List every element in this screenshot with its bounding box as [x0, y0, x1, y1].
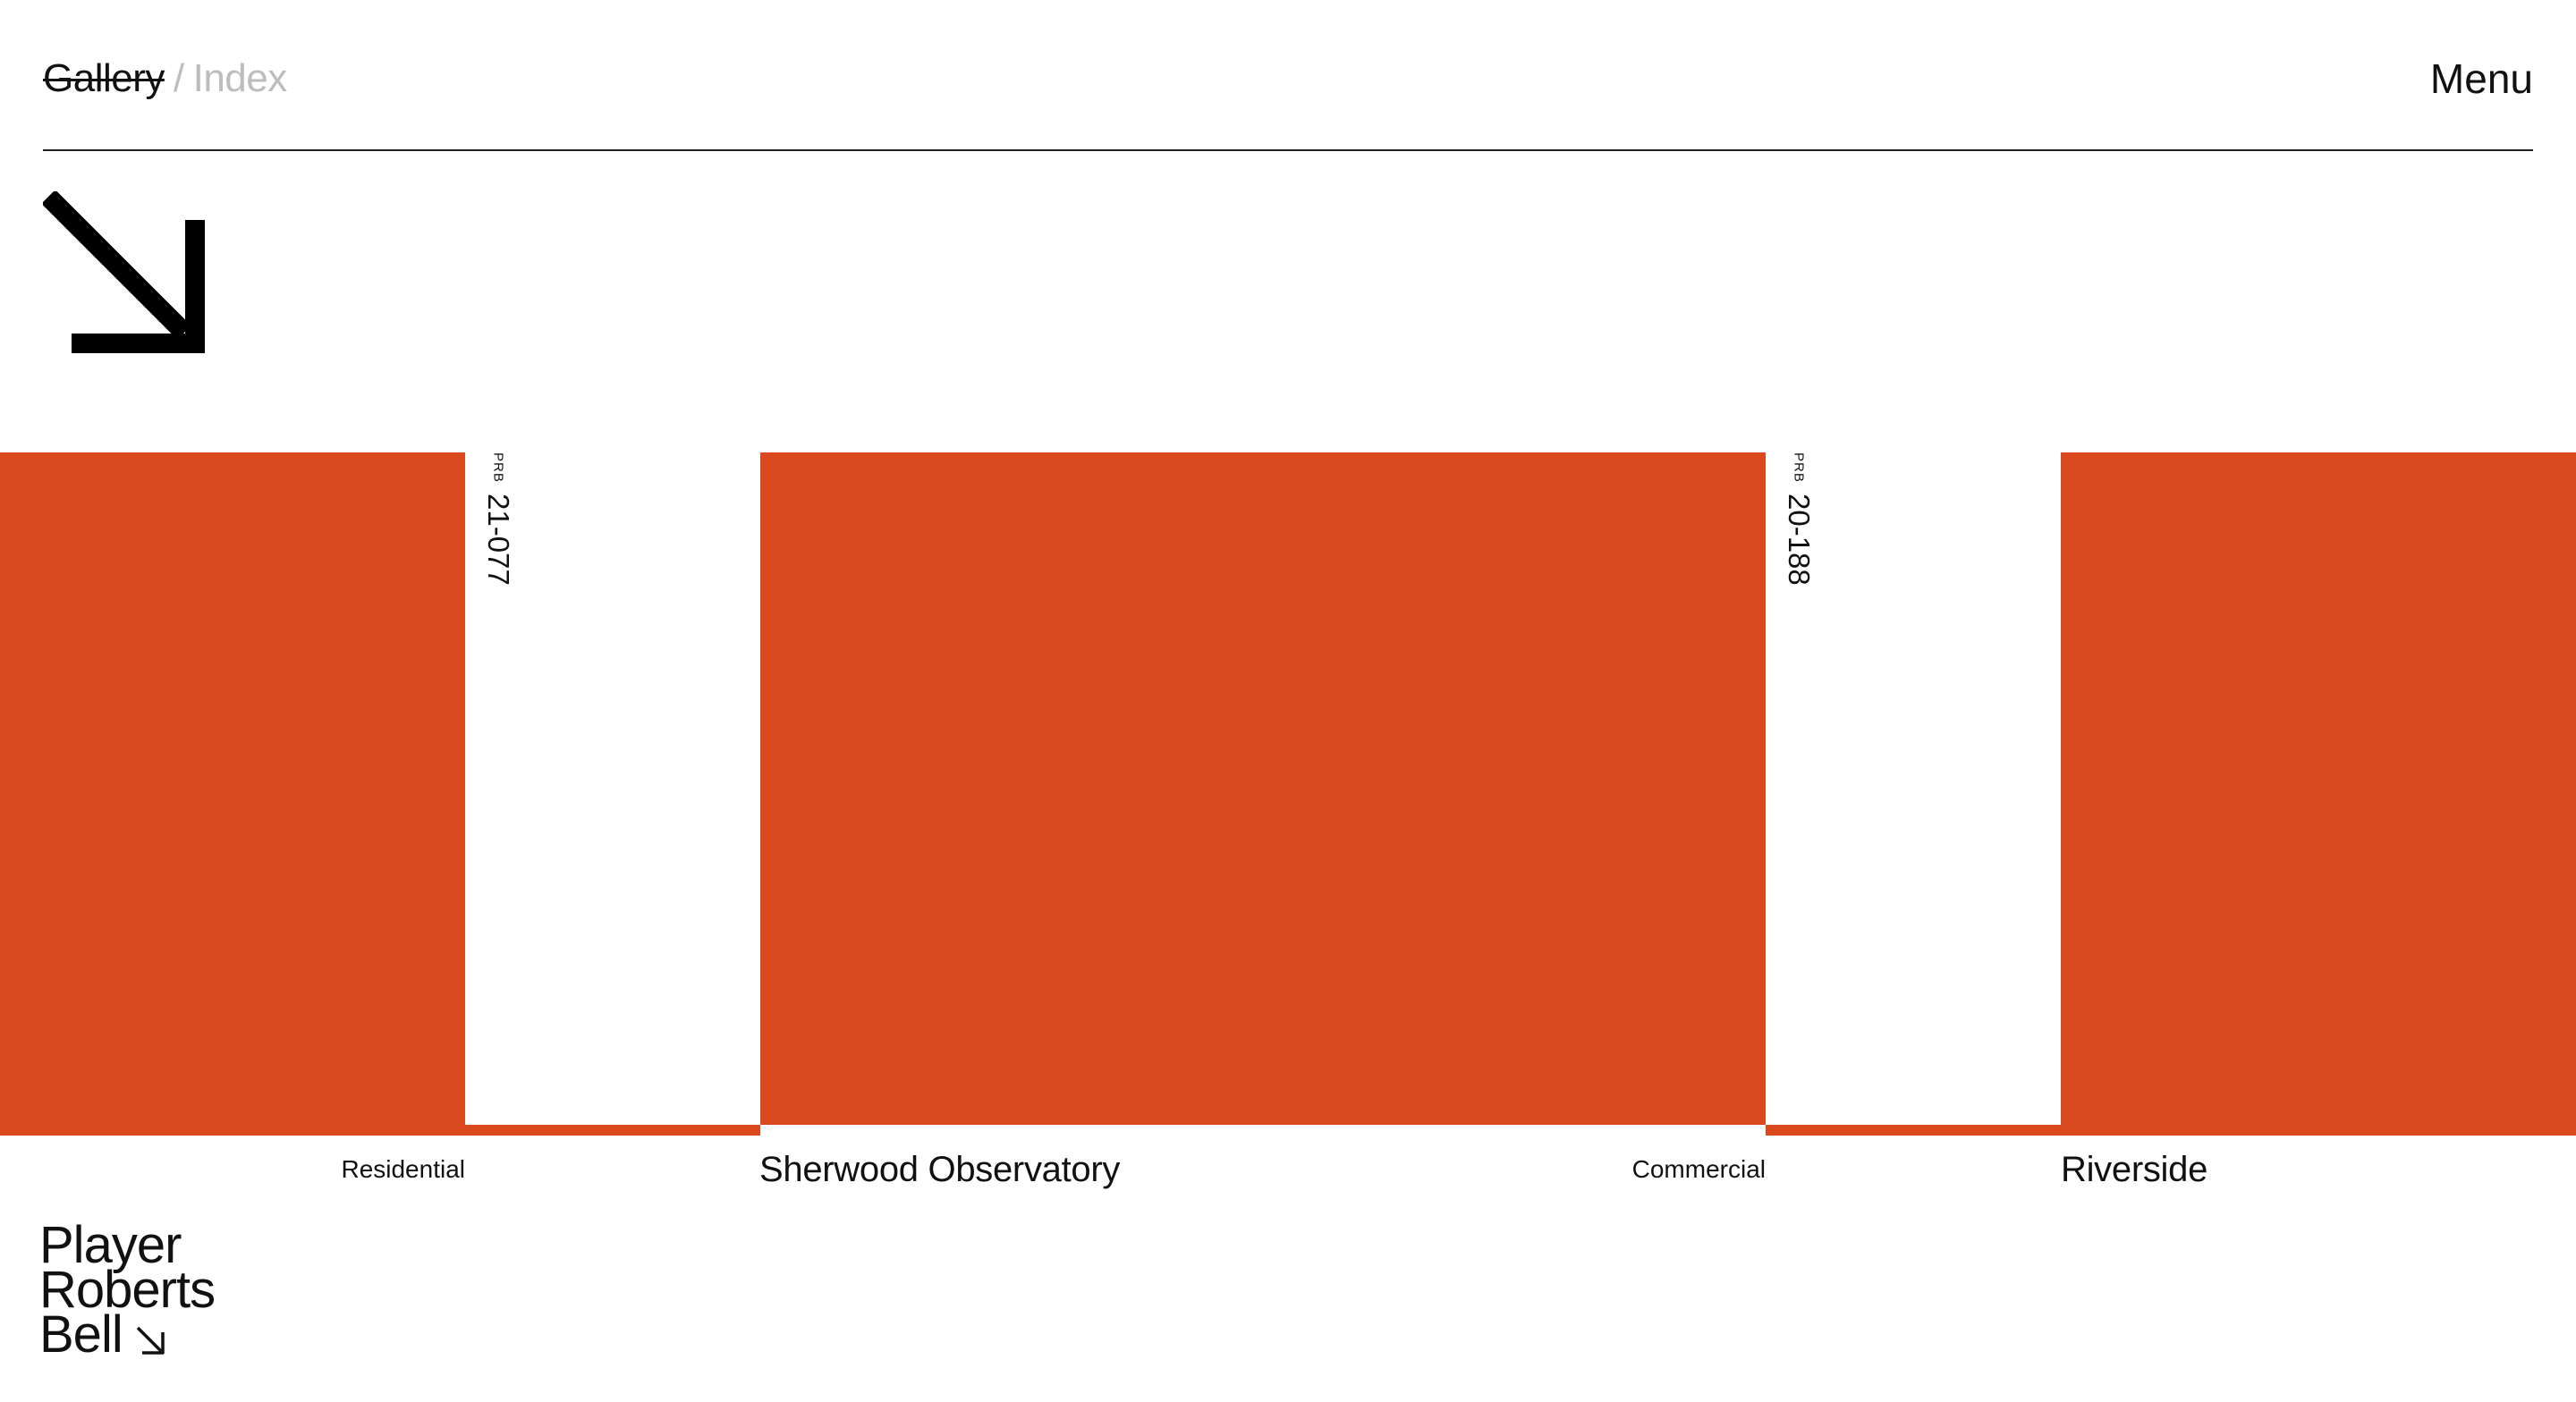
gallery-link[interactable]: Gallery [43, 56, 165, 100]
project-accent-strip [1766, 1125, 2061, 1136]
project-code-prefix: PRB [1791, 452, 1807, 483]
project-category: Commercial [1631, 1155, 1766, 1183]
project-code-number: 20-188 [1783, 493, 1816, 586]
header-divider [43, 149, 2533, 151]
arrow-down-right-icon [136, 1326, 165, 1355]
logo[interactable]: Player Roberts Bell [39, 1216, 216, 1364]
project-code: PRB 20-188 [1782, 452, 1816, 586]
project-image[interactable] [760, 452, 1766, 1125]
arrow-down-right-icon [43, 191, 205, 353]
project-code: PRB 21-077 [481, 452, 515, 586]
view-switcher: Gallery / Index [43, 56, 287, 101]
project-image-previous[interactable] [0, 452, 465, 1136]
index-link[interactable]: Index [192, 56, 288, 100]
logo-line: Bell [39, 1305, 123, 1364]
project-category: Residential [341, 1155, 465, 1183]
project-title[interactable]: Riverside [2061, 1150, 2208, 1189]
project-accent-strip [465, 1125, 760, 1136]
logo-line: Roberts [39, 1261, 216, 1319]
breadcrumb-separator: / [173, 56, 184, 100]
project-code-prefix: PRB [490, 452, 506, 483]
project-code-number: 21-077 [482, 493, 515, 586]
header: Gallery / Index Menu [43, 52, 2533, 106]
logo-line: Player [39, 1216, 182, 1274]
project-image[interactable] [2061, 452, 2576, 1136]
logo-line-last: Bell [39, 1305, 215, 1364]
project-title[interactable]: Sherwood Observatory [759, 1150, 1121, 1189]
menu-button[interactable]: Menu [2429, 55, 2533, 102]
